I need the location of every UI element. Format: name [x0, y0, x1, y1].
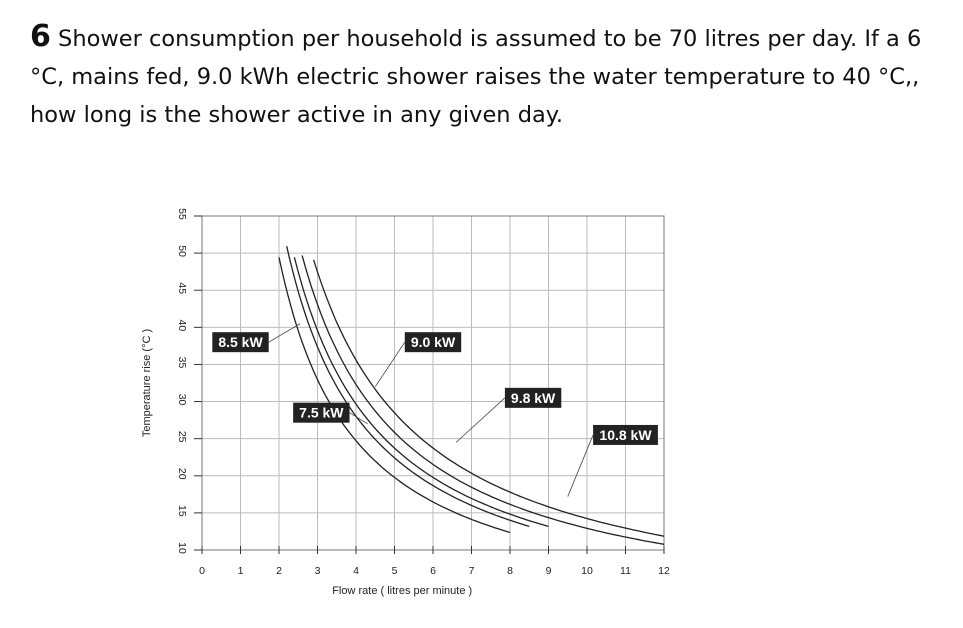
x-tick-label-5: 5 [392, 565, 398, 577]
y-tick-label-25: 25 [176, 431, 188, 443]
x-tick-label-8: 8 [507, 565, 513, 577]
y-tick-label-40: 40 [176, 319, 188, 331]
question-line-1: Shower consumption per household is assu… [58, 26, 922, 52]
x-tick-label-4: 4 [353, 565, 359, 577]
curve-10-8-kw [312, 259, 665, 537]
question-line-3: how long is the shower active in any giv… [30, 102, 564, 128]
leader-line-1 [268, 323, 301, 343]
x-tick-label-3: 3 [315, 565, 321, 577]
curve-8-5-kw [286, 246, 530, 528]
x-tick-label-1: 1 [238, 565, 244, 577]
x-tick-label-12: 12 [658, 565, 670, 577]
leader-line-4 [567, 434, 594, 497]
leader-line-2 [374, 341, 406, 387]
y-axis-label: Temperature rise (°C ) [141, 329, 153, 437]
y-tick-label-15: 15 [176, 505, 188, 517]
series-label-box-1 [212, 332, 269, 353]
x-tick-label-7: 7 [469, 565, 475, 577]
y-tick-label-30: 30 [176, 394, 188, 406]
series-label-1: 8.5 kW [218, 334, 263, 350]
series-label-3: 9.8 kW [511, 390, 556, 406]
x-tick-label-0: 0 [199, 565, 205, 577]
series-label-box-4 [593, 424, 658, 445]
y-tick-label-45: 45 [176, 282, 188, 294]
question-line-2: °C, mains fed, 9.0 kWh electric shower r… [30, 64, 920, 90]
series-label-box-2 [404, 332, 462, 353]
curve-9-8-kw [301, 255, 665, 545]
leader-line-0 [349, 412, 368, 425]
leader-line-3 [455, 397, 506, 443]
y-tick-label-50: 50 [176, 245, 188, 257]
x-tick-label-10: 10 [581, 565, 593, 577]
series-label-0: 7.5 kW [299, 405, 344, 421]
x-tick-label-11: 11 [620, 565, 631, 577]
x-tick-label-9: 9 [546, 565, 552, 577]
question-number: 6 [30, 19, 51, 54]
series-label-2: 9.0 kW [411, 334, 456, 350]
question-text: 6 Shower consumption per household is as… [30, 18, 940, 134]
x-tick-label-2: 2 [276, 565, 282, 577]
series-label-box-0 [293, 402, 350, 423]
y-tick-label-10: 10 [176, 542, 188, 554]
series-label-4: 10.8 kW [599, 427, 652, 443]
curve-7-5-kw [278, 257, 511, 534]
y-tick-label-20: 20 [176, 468, 188, 480]
y-tick-label-35: 35 [176, 357, 188, 369]
series-label-box-3 [504, 387, 562, 408]
y-tick-label-55: 55 [176, 208, 188, 220]
x-axis-label: Flow rate ( litres per minute ) [332, 585, 472, 597]
curve-9-0-kw [293, 257, 549, 528]
x-tick-label-6: 6 [430, 565, 436, 577]
